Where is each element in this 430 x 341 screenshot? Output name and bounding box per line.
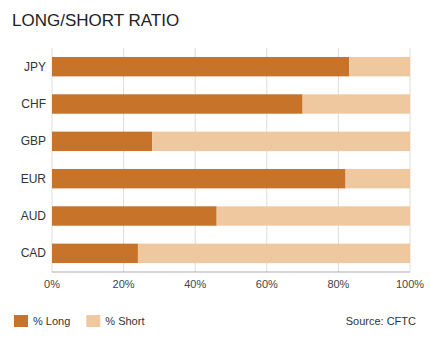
- x-tick-label: 20%: [113, 278, 135, 290]
- grid-line: [123, 48, 124, 272]
- bar-segment: [138, 244, 410, 263]
- annotation: Source: CFTC: [346, 315, 416, 327]
- x-tick-label: 40%: [184, 278, 206, 290]
- bars: [52, 57, 410, 263]
- grid-line: [52, 48, 53, 272]
- x-axis-line: [52, 272, 410, 273]
- bar-segment: [52, 244, 138, 263]
- chart: LONG/SHORT RATIO 0% 20% 40% 60% 80% 100% JPY CHF…: [0, 0, 430, 341]
- grid-line: [195, 48, 196, 272]
- x-tick-label: 60%: [256, 278, 278, 290]
- bar-segment: [52, 57, 349, 76]
- bar-segment: [349, 57, 410, 76]
- y-tick-label: CHF: [21, 97, 46, 111]
- y-tick-label: JPY: [24, 60, 46, 74]
- legend-swatch: [86, 315, 100, 327]
- x-tick-label: 100%: [396, 278, 424, 290]
- legend-entry: % Short: [105, 315, 144, 327]
- bar-segment: [303, 94, 410, 113]
- y-tick-label: GBP: [21, 134, 46, 148]
- bar-segment: [52, 132, 152, 151]
- y-tick-label: EUR: [21, 172, 47, 186]
- title: LONG/SHORT RATIO: [12, 11, 179, 30]
- y-tick-label: CAD: [21, 246, 47, 260]
- grid-line: [410, 48, 411, 272]
- grid-line: [266, 48, 267, 272]
- y-tick-label: AUD: [21, 209, 47, 223]
- x-tick-label: 0%: [44, 278, 60, 290]
- x-tick-label: 80%: [327, 278, 349, 290]
- bar-segment: [52, 169, 346, 188]
- legend-entry: % Long: [33, 315, 70, 327]
- bar-segment: [217, 206, 410, 225]
- grid-line: [338, 48, 339, 272]
- legend-swatch: [14, 315, 28, 327]
- bar-segment: [52, 94, 303, 113]
- bar-segment: [346, 169, 410, 188]
- bar-segment: [52, 206, 217, 225]
- bar-segment: [152, 132, 410, 151]
